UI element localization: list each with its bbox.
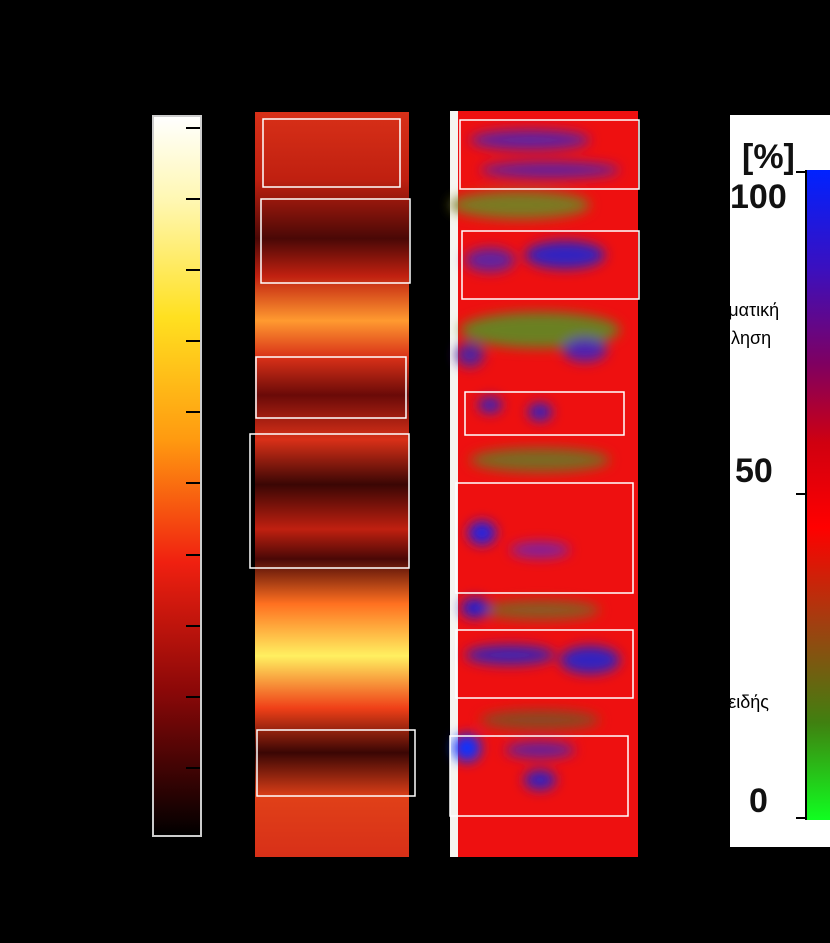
- classified-image: [449, 111, 640, 857]
- thermal-image: [249, 112, 416, 857]
- class-label: ληση: [731, 328, 771, 348]
- class-label: ρματική: [718, 300, 779, 320]
- tick-label: 0: [749, 782, 768, 820]
- percent-panel: [%] 100 50 0 ρματική ληση ρειδής: [718, 115, 830, 847]
- tick-label: 50: [735, 452, 773, 490]
- tick-label: 100: [730, 178, 787, 216]
- unit-label: [%]: [742, 138, 795, 176]
- hot-colorbar: [152, 115, 202, 837]
- class-label: ρειδής: [718, 692, 769, 712]
